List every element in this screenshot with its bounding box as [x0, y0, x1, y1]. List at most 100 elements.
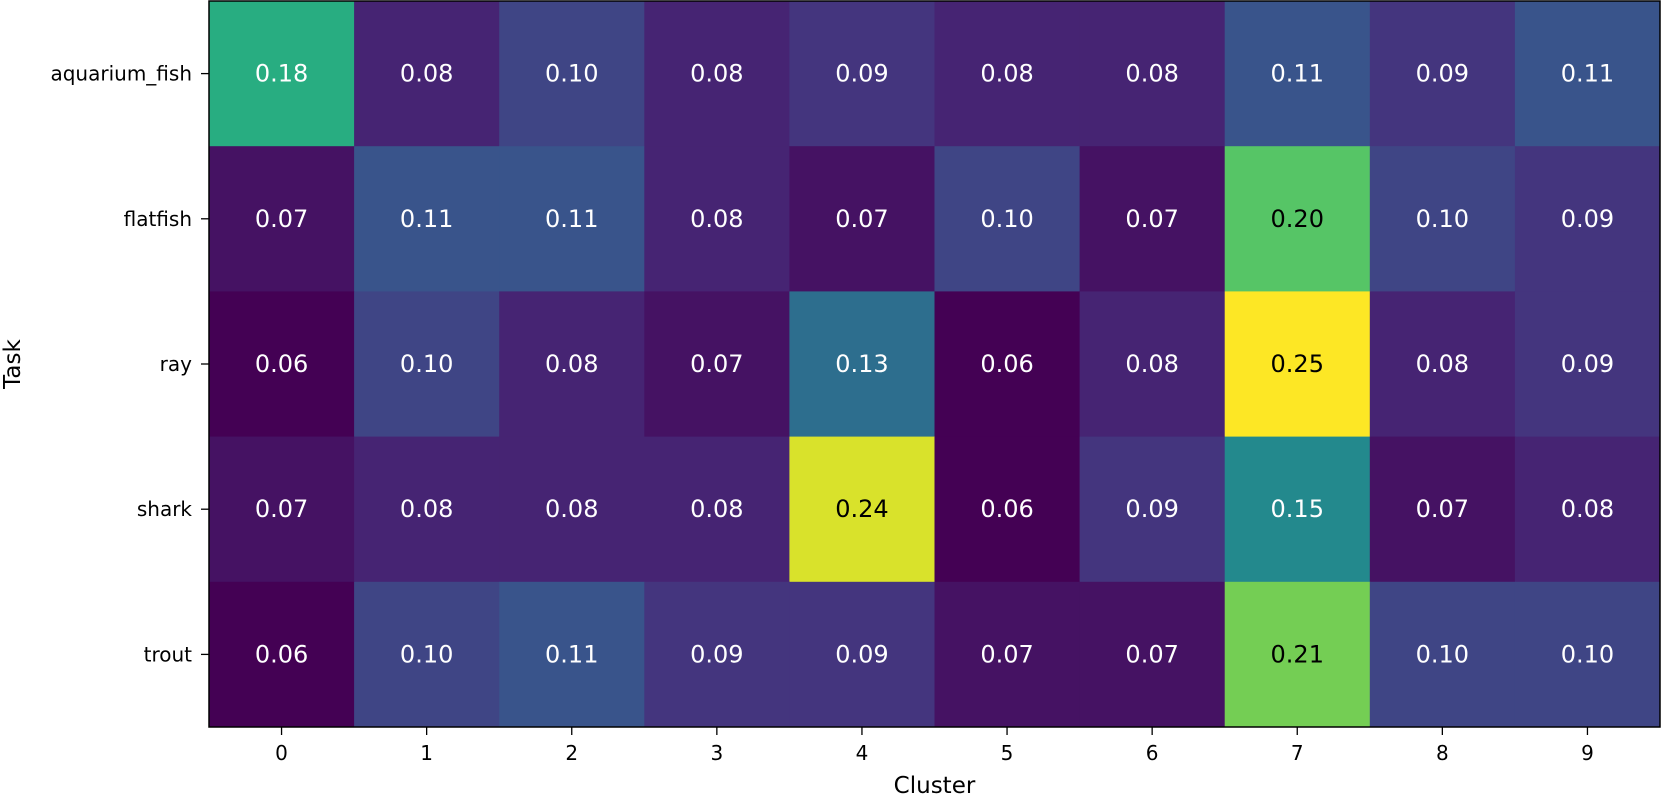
heatmap-cell-flatfish-7	[1224, 146, 1371, 292]
cell-value-label: 0.10	[400, 350, 453, 378]
x-tick-label: 7	[1291, 741, 1304, 765]
heatmap-cell-aquarium_fish-3	[644, 1, 790, 147]
heatmap-cell-ray-2	[499, 291, 645, 438]
heatmap-cell-trout-2	[499, 581, 645, 728]
heatmap-cell-aquarium_fish-9	[1514, 1, 1661, 147]
cell-value-label: 0.11	[545, 640, 598, 668]
y-axis-label: Task	[0, 339, 26, 390]
heatmap-cell-flatfish-8	[1369, 146, 1516, 292]
heatmap-cell-shark-8	[1369, 436, 1516, 583]
x-tick-label: 0	[275, 741, 288, 765]
heatmap-cell-aquarium_fish-4	[789, 1, 935, 147]
cell-value-label: 0.08	[980, 60, 1033, 88]
cell-value-label: 0.08	[690, 205, 743, 233]
heatmap-cell-trout-3	[644, 581, 790, 728]
cell-value-label: 0.09	[1561, 205, 1614, 233]
y-tick-label: shark	[137, 497, 193, 521]
y-tick-label: flatfish	[124, 207, 192, 231]
cell-value-label: 0.08	[690, 495, 743, 523]
heatmap-cell-aquarium_fish-8	[1369, 1, 1516, 147]
heatmap-cell-ray-8	[1369, 291, 1516, 438]
cell-value-label: 0.24	[835, 495, 888, 523]
cell-value-label: 0.07	[690, 350, 743, 378]
heatmap-cell-ray-9	[1514, 291, 1661, 438]
heatmap-cell-shark-5	[934, 436, 1081, 583]
y-tick-label: aquarium_fish	[50, 62, 192, 86]
cell-value-label: 0.09	[1125, 495, 1178, 523]
x-tick-label: 4	[856, 741, 869, 765]
heatmap-cell-ray-3	[644, 291, 790, 438]
heatmap-cell-aquarium_fish-6	[1079, 1, 1226, 147]
heatmap-cell-flatfish-3	[644, 146, 790, 292]
cell-value-label: 0.08	[690, 60, 743, 88]
x-tick-label: 8	[1436, 741, 1449, 765]
heatmap-cell-shark-9	[1514, 436, 1661, 583]
heatmap-cell-trout-6	[1079, 581, 1226, 728]
heatmap-cell-aquarium_fish-2	[499, 1, 645, 147]
y-tick-label: trout	[144, 642, 193, 666]
cell-value-label: 0.10	[545, 60, 598, 88]
heatmap-cell-trout-7	[1224, 581, 1371, 728]
cell-value-label: 0.09	[835, 60, 888, 88]
heatmap-cell-trout-5	[934, 581, 1081, 728]
cell-value-label: 0.09	[690, 640, 743, 668]
cell-value-label: 0.07	[255, 495, 308, 523]
cell-value-label: 0.08	[1416, 350, 1469, 378]
x-axis-ticks: 0 1 2 3 4 5 6 7 8 9	[275, 727, 1594, 765]
cell-value-label: 0.21	[1271, 640, 1324, 668]
heatmap-cell-ray-7	[1224, 291, 1371, 438]
cell-value-label: 0.07	[255, 205, 308, 233]
heatmap-cell-flatfish-6	[1079, 146, 1226, 292]
heatmap-cell-flatfish-0	[209, 146, 355, 292]
cell-value-label: 0.06	[980, 495, 1033, 523]
heatmap-cell-shark-6	[1079, 436, 1226, 583]
cell-value-label: 0.09	[1416, 60, 1469, 88]
cell-value-label: 0.07	[1125, 205, 1178, 233]
cell-value-label: 0.10	[1416, 640, 1469, 668]
cell-value-label: 0.08	[400, 60, 453, 88]
x-tick-label: 5	[1001, 741, 1014, 765]
x-tick-label: 3	[710, 741, 723, 765]
heatmap-cell-flatfish-9	[1514, 146, 1661, 292]
cell-value-label: 0.08	[400, 495, 453, 523]
heatmap-annotations: 0.18 0.08 0.10 0.08 0.09 0.08 0.08 0.11 0.09 0.11…	[255, 60, 1614, 669]
cell-value-label: 0.25	[1271, 350, 1324, 378]
cell-value-label: 0.08	[1125, 60, 1178, 88]
cell-value-label: 0.07	[835, 205, 888, 233]
cell-value-label: 0.10	[400, 640, 453, 668]
heatmap-cell-aquarium_fish-7	[1224, 1, 1371, 147]
heatmap-cell-flatfish-4	[789, 146, 935, 292]
cell-value-label: 0.06	[255, 640, 308, 668]
heatmap-cell-ray-1	[354, 291, 500, 438]
heatmap-cell-shark-1	[354, 436, 500, 583]
heatmap-cell-aquarium_fish-1	[354, 1, 500, 147]
cell-value-label: 0.10	[980, 205, 1033, 233]
x-tick-label: 2	[565, 741, 578, 765]
cell-value-label: 0.13	[835, 350, 888, 378]
heatmap-cells	[209, 1, 1661, 728]
heatmap-cell-shark-4	[789, 436, 935, 583]
cell-value-label: 0.10	[1561, 640, 1614, 668]
heatmap-cell-trout-1	[354, 581, 500, 728]
cell-value-label: 0.07	[1416, 495, 1469, 523]
heatmap-cell-flatfish-1	[354, 146, 500, 292]
cell-value-label: 0.15	[1271, 495, 1324, 523]
x-axis-label: Cluster	[894, 773, 976, 797]
cell-value-label: 0.11	[1561, 60, 1614, 88]
cell-value-label: 0.11	[545, 205, 598, 233]
cell-value-label: 0.08	[545, 350, 598, 378]
cell-value-label: 0.20	[1271, 205, 1324, 233]
heatmap-cell-shark-2	[499, 436, 645, 583]
cell-value-label: 0.18	[255, 60, 308, 88]
cell-value-label: 0.11	[1271, 60, 1324, 88]
heatmap-cell-ray-5	[934, 291, 1081, 438]
x-tick-label: 9	[1581, 741, 1594, 765]
cell-value-label: 0.06	[255, 350, 308, 378]
cell-value-label: 0.06	[980, 350, 1033, 378]
heatmap-cell-shark-7	[1224, 436, 1371, 583]
cell-value-label: 0.09	[1561, 350, 1614, 378]
heatmap-cell-flatfish-2	[499, 146, 645, 292]
cell-value-label: 0.07	[1125, 640, 1178, 668]
x-tick-label: 6	[1146, 741, 1159, 765]
heatmap-cell-shark-3	[644, 436, 790, 583]
